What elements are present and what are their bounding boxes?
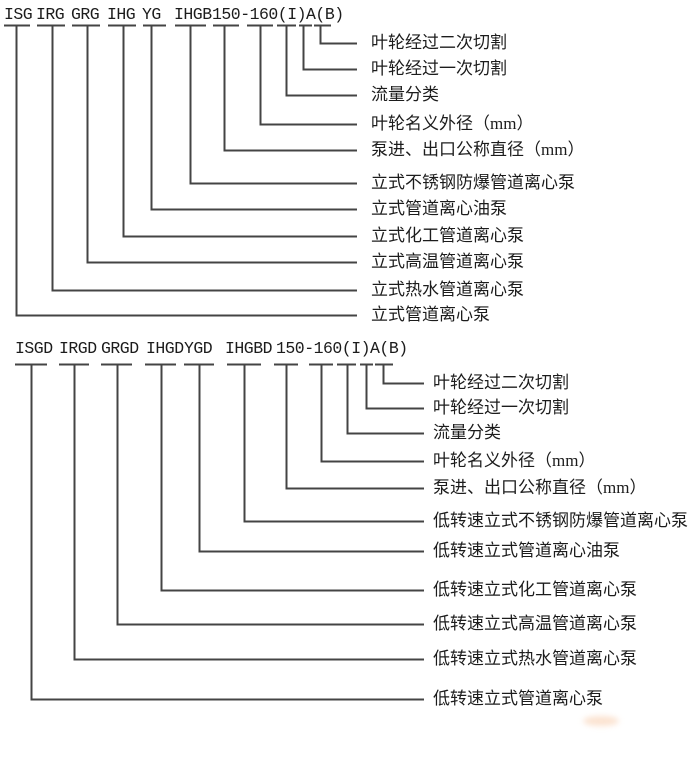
model-code-token: 150-160(I)A(B) [276, 339, 408, 358]
model-code-token: GRGD [101, 339, 139, 358]
part-label: 低转速立式化工管道离心泵 [433, 580, 637, 599]
part-label: 泵进、出口公称直径（mm） [433, 478, 647, 497]
part-label: 立式化工管道离心泵 [371, 226, 524, 245]
model-code-token: IHGBD [225, 339, 273, 358]
connector-lines [30, 364, 424, 701]
model-code-token: ISG [4, 5, 33, 24]
model-code-token: YG [142, 5, 161, 24]
part-label: 叶轮经过二次切割 [371, 33, 507, 52]
connector-lines [15, 25, 357, 317]
part-label: 立式管道离心泵 [371, 305, 490, 324]
model-code-token: IRG [36, 5, 65, 24]
model-code-token: IHGB [174, 5, 212, 24]
diagram-bottom-lines [15, 363, 424, 701]
model-code-token: YGD [184, 339, 213, 358]
model-code-token: IHGD [146, 339, 184, 358]
part-label: 低转速立式管道离心泵 [433, 689, 603, 708]
part-label: 叶轮经过一次切割 [433, 398, 569, 417]
part-label: 叶轮名义外径（mm） [371, 114, 534, 133]
part-label: 流量分类 [371, 85, 439, 104]
part-label: 低转速立式不锈钢防爆管道离心泵 [433, 511, 688, 530]
model-code-token: 150-160(I)A(B) [212, 5, 344, 24]
part-label: 泵进、出口公称直径（mm） [371, 140, 585, 159]
part-label: 立式不锈钢防爆管道离心泵 [371, 173, 575, 192]
part-label: 流量分类 [433, 423, 501, 442]
part-label: 立式热水管道离心泵 [371, 280, 524, 299]
model-code-token: ISGD [15, 339, 53, 358]
part-label: 低转速立式高温管道离心泵 [433, 614, 637, 633]
model-code-token: IRGD [59, 339, 97, 358]
model-code-token: IHG [107, 5, 136, 24]
watermark-smudge [583, 716, 619, 726]
part-label: 叶轮经过一次切割 [371, 59, 507, 78]
model-code-token: GRG [71, 5, 100, 24]
diagram-top-lines [4, 24, 357, 317]
part-label: 立式高温管道离心泵 [371, 252, 524, 271]
part-label: 叶轮名义外径（mm） [433, 451, 596, 470]
part-label: 立式管道离心油泵 [371, 199, 507, 218]
part-label: 低转速立式热水管道离心泵 [433, 649, 637, 668]
part-label: 低转速立式管道离心油泵 [433, 541, 620, 560]
part-label: 叶轮经过二次切割 [433, 373, 569, 392]
